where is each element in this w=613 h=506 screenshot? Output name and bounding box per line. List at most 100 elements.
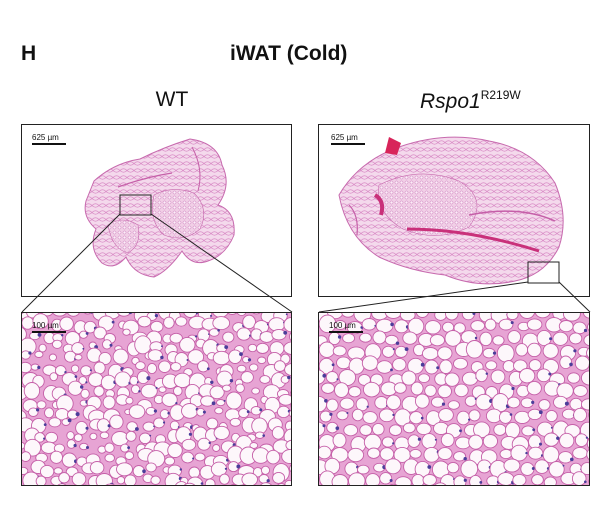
adipocyte xyxy=(587,322,589,332)
adipocyte xyxy=(22,361,32,374)
adipocyte xyxy=(392,357,407,372)
adipocyte xyxy=(137,315,152,328)
nucleus xyxy=(324,399,328,403)
adipocyte xyxy=(271,426,285,440)
wt-overview-tissue xyxy=(84,138,235,278)
adipocyte xyxy=(228,349,243,364)
adipocyte xyxy=(169,332,183,344)
adipocyte xyxy=(361,318,377,331)
adipocyte xyxy=(74,354,83,361)
adipocyte xyxy=(572,446,588,460)
adipocyte xyxy=(527,446,544,460)
adipocyte xyxy=(89,432,98,441)
adipocyte xyxy=(150,475,161,485)
adipocyte xyxy=(219,473,230,485)
adipocyte xyxy=(208,328,220,337)
adipocyte xyxy=(348,386,362,398)
adipocyte xyxy=(362,411,378,424)
adipocyte xyxy=(104,442,115,453)
adipocyte xyxy=(586,438,589,450)
nucleus xyxy=(538,410,543,415)
adipocyte xyxy=(66,439,76,449)
adipocyte xyxy=(362,381,381,398)
nucleus xyxy=(569,362,573,367)
adipocyte xyxy=(485,360,498,371)
adipocyte xyxy=(93,326,107,340)
adipocyte xyxy=(66,431,75,440)
nucleus xyxy=(200,482,204,485)
adipocyte xyxy=(543,476,557,485)
adipocyte xyxy=(484,318,497,331)
mutant-overview-scale-bar xyxy=(331,143,365,145)
adipocyte xyxy=(359,424,373,436)
adipocyte xyxy=(22,327,27,342)
mutant-zoom-adipocytes xyxy=(319,313,589,485)
adipocyte xyxy=(212,316,231,331)
adipocyte xyxy=(351,408,364,422)
adipocyte xyxy=(424,384,437,397)
nucleus xyxy=(389,479,393,482)
nucleus xyxy=(463,478,467,482)
nucleus xyxy=(85,426,89,430)
adipocyte xyxy=(175,481,188,485)
adipocyte xyxy=(453,451,467,462)
nucleus xyxy=(210,380,214,384)
adipocyte xyxy=(558,451,573,464)
adipocyte xyxy=(504,421,521,439)
wt-overview-scalebar: 625 µm xyxy=(32,133,66,145)
adipocyte xyxy=(95,473,113,485)
nucleus xyxy=(548,372,552,376)
mutant-zoom-scale-bar xyxy=(329,331,363,333)
nucleus xyxy=(472,313,476,315)
adipocyte xyxy=(586,347,589,359)
adipocyte xyxy=(48,417,62,428)
adipocyte xyxy=(145,462,157,473)
nucleus xyxy=(366,405,369,408)
nucleus xyxy=(175,402,178,405)
wt-overview-scale-bar xyxy=(32,143,66,145)
nucleus xyxy=(459,429,462,433)
adipocyte xyxy=(251,387,260,395)
adipocyte xyxy=(209,385,225,400)
adipocyte xyxy=(23,438,42,457)
adipocyte xyxy=(336,356,351,370)
adipocyte xyxy=(70,364,80,374)
adipocyte xyxy=(105,483,116,485)
adipocyte xyxy=(124,451,135,460)
adipocyte xyxy=(34,350,44,358)
nucleus xyxy=(492,351,497,355)
nucleus xyxy=(210,314,212,317)
adipocyte xyxy=(331,474,349,485)
adipocyte xyxy=(73,433,83,442)
nucleus xyxy=(335,426,340,430)
adipocyte xyxy=(52,313,67,317)
adipocyte xyxy=(468,409,481,422)
adipocyte xyxy=(146,362,158,375)
adipocyte xyxy=(580,462,589,476)
nucleus xyxy=(135,427,139,431)
adipocyte xyxy=(278,393,291,406)
adipocyte xyxy=(558,320,574,333)
nucleus xyxy=(74,375,78,378)
adipocyte xyxy=(170,362,182,372)
adipocyte xyxy=(343,424,359,437)
nucleus xyxy=(436,366,440,370)
adipocyte xyxy=(116,476,126,485)
adipocyte xyxy=(372,422,385,436)
adipocyte xyxy=(249,442,259,449)
adipocyte xyxy=(281,449,291,464)
adipocyte xyxy=(54,365,67,377)
mutant-zoom-scalebar: 100 µm xyxy=(329,321,363,333)
adipocyte xyxy=(204,478,216,485)
adipocyte xyxy=(206,417,219,430)
nucleus xyxy=(564,401,569,406)
adipocyte xyxy=(241,472,258,485)
adipocyte xyxy=(34,432,46,443)
adipocyte xyxy=(28,407,39,417)
adipocyte xyxy=(507,396,521,409)
adipocyte xyxy=(214,407,224,415)
adipocyte xyxy=(538,399,551,411)
adipocyte xyxy=(212,350,231,366)
nucleus xyxy=(224,345,229,349)
adipocyte xyxy=(469,474,482,485)
